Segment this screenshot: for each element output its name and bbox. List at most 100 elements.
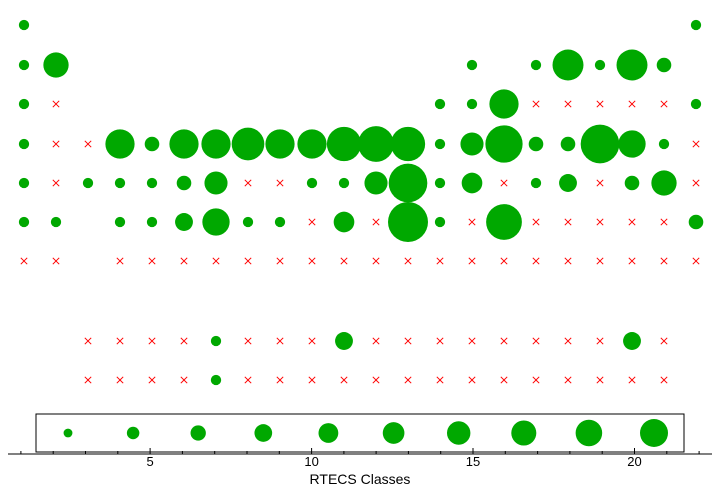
data-bubble [594, 59, 606, 71]
absent-marker [180, 337, 188, 345]
absent-marker [52, 100, 60, 108]
data-bubble [114, 177, 126, 189]
data-bubble [651, 170, 677, 196]
absent-marker [468, 376, 476, 384]
data-bubble [552, 49, 584, 81]
absent-marker [532, 337, 540, 345]
absent-marker [500, 179, 508, 187]
data-bubble [528, 136, 544, 152]
absent-marker [596, 218, 604, 226]
data-bubble [434, 138, 446, 150]
data-bubble [466, 98, 478, 110]
data-bubble [335, 332, 353, 350]
legend-size-bubble [575, 419, 603, 447]
data-bubble [326, 126, 362, 162]
legend-size-bubble [446, 421, 471, 445]
data-bubble [210, 374, 222, 386]
absent-marker [404, 376, 412, 384]
absent-marker [468, 218, 476, 226]
legend-size-bubble [511, 420, 537, 446]
absent-marker [84, 376, 92, 384]
data-bubble [358, 126, 394, 162]
data-bubble [82, 177, 94, 189]
legend-size-bubble [126, 426, 140, 440]
data-bubble [18, 216, 30, 228]
absent-marker [692, 257, 700, 265]
absent-marker [628, 218, 636, 226]
data-bubble [388, 163, 428, 203]
data-bubble [204, 171, 228, 195]
absent-marker [276, 179, 284, 187]
data-bubble [461, 172, 483, 194]
absent-marker [116, 257, 124, 265]
x-tick-label: 15 [466, 454, 480, 469]
data-bubble [18, 177, 30, 189]
absent-marker [148, 376, 156, 384]
absent-marker [500, 376, 508, 384]
absent-marker [308, 257, 316, 265]
data-bubble [485, 125, 523, 163]
absent-marker [532, 257, 540, 265]
absent-marker [660, 337, 668, 345]
data-bubble [623, 332, 641, 350]
absent-marker [340, 257, 348, 265]
legend-frame [35, 413, 685, 453]
data-bubble [265, 129, 295, 159]
absent-marker [564, 257, 572, 265]
data-bubble [18, 19, 30, 31]
absent-marker [276, 337, 284, 345]
data-bubble [434, 98, 446, 110]
data-bubble [390, 126, 426, 162]
absent-marker [628, 100, 636, 108]
data-bubble [434, 216, 446, 228]
absent-marker [52, 140, 60, 148]
absent-marker [308, 337, 316, 345]
data-bubble [466, 59, 478, 71]
absent-marker [692, 179, 700, 187]
data-bubble [560, 136, 576, 152]
data-bubble [690, 98, 702, 110]
data-bubble [364, 171, 388, 195]
absent-marker [628, 257, 636, 265]
data-bubble [434, 177, 446, 189]
data-bubble [388, 202, 428, 242]
absent-marker [596, 179, 604, 187]
absent-marker [564, 376, 572, 384]
data-bubble [202, 208, 230, 236]
absent-marker [532, 376, 540, 384]
absent-marker [372, 218, 380, 226]
data-bubble [175, 213, 193, 231]
data-bubble [489, 89, 519, 119]
absent-marker [660, 100, 668, 108]
data-bubble [297, 129, 327, 159]
absent-marker [436, 337, 444, 345]
data-bubble [169, 129, 199, 159]
absent-marker [468, 257, 476, 265]
data-bubble [146, 177, 158, 189]
data-bubble [618, 130, 646, 158]
absent-marker [84, 140, 92, 148]
absent-marker [404, 257, 412, 265]
absent-marker [436, 257, 444, 265]
x-axis-title: RTECS Classes [310, 471, 411, 487]
data-bubble [176, 175, 192, 191]
absent-marker [596, 337, 604, 345]
data-bubble [18, 98, 30, 110]
absent-marker [436, 376, 444, 384]
data-bubble [242, 216, 254, 228]
data-bubble [114, 216, 126, 228]
absent-marker [564, 100, 572, 108]
data-bubble [688, 214, 704, 230]
absent-marker [52, 179, 60, 187]
absent-marker [660, 257, 668, 265]
absent-marker [276, 257, 284, 265]
absent-marker [244, 337, 252, 345]
absent-marker [20, 257, 28, 265]
plot-area [18, 19, 704, 386]
absent-marker [340, 376, 348, 384]
legend-size-bubble [190, 425, 206, 441]
absent-marker [596, 376, 604, 384]
absent-marker [564, 218, 572, 226]
data-bubble [146, 216, 158, 228]
